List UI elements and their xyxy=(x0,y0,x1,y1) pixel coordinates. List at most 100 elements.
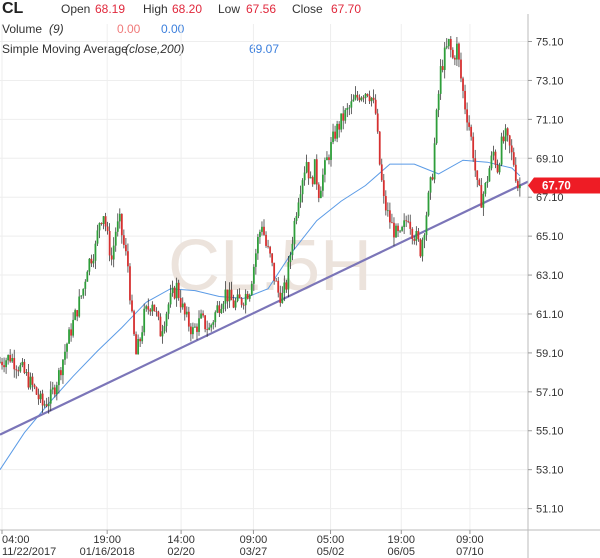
candle-body xyxy=(185,311,188,315)
y-tick-label: 75.10 xyxy=(536,37,564,49)
candle-body xyxy=(456,43,458,60)
candle-body xyxy=(275,280,278,282)
candle-body xyxy=(153,304,156,312)
candle-body xyxy=(490,155,493,169)
candle-body xyxy=(382,180,385,197)
candle-body xyxy=(368,95,371,102)
candle-body xyxy=(285,282,288,290)
candle-body xyxy=(86,271,89,282)
candle-body xyxy=(125,244,127,252)
candle-body xyxy=(236,294,239,301)
candle-body xyxy=(122,235,125,245)
candle-body xyxy=(141,332,144,342)
candle-body xyxy=(299,194,302,203)
candle-body xyxy=(222,303,225,310)
candle-body xyxy=(453,57,456,60)
x-tick-date: 06/05 xyxy=(388,546,416,558)
candle-body xyxy=(311,177,314,185)
candle-body xyxy=(348,107,351,109)
candle-body xyxy=(354,94,357,100)
candle-body xyxy=(92,260,95,264)
candle-body xyxy=(259,231,261,238)
candle-body xyxy=(210,324,213,328)
close-value: 67.70 xyxy=(331,2,362,16)
candle-body xyxy=(90,258,93,264)
candle-body xyxy=(480,185,483,208)
grid-lines xyxy=(0,24,528,530)
candle-body xyxy=(169,293,172,305)
candle-body xyxy=(358,97,361,101)
candle-body xyxy=(317,184,320,199)
candle-body xyxy=(23,361,26,373)
close-label: Close xyxy=(292,2,323,16)
open-value: 68.19 xyxy=(95,2,126,16)
y-tick-label: 59.10 xyxy=(536,348,564,360)
candle-body xyxy=(470,126,473,137)
candle-body xyxy=(102,216,105,224)
candle-body xyxy=(242,304,245,306)
candle-body xyxy=(321,174,324,191)
candle-body xyxy=(248,294,251,299)
candle-body xyxy=(502,136,505,142)
candle-body xyxy=(409,221,412,229)
y-tick-label: 51.10 xyxy=(536,504,564,516)
candle-body xyxy=(151,304,154,312)
x-tick-time: 05:00 xyxy=(317,534,345,546)
candle-body xyxy=(47,403,50,407)
candle-body xyxy=(445,46,448,48)
candle-body xyxy=(344,109,347,121)
candle-body xyxy=(364,93,367,98)
candle-body xyxy=(462,78,464,91)
candle-body xyxy=(1,361,3,366)
candle-body xyxy=(139,339,142,342)
candle-body xyxy=(488,168,491,182)
y-tick-label: 71.10 xyxy=(536,114,564,126)
candle-body xyxy=(370,97,373,102)
candle-body xyxy=(149,309,152,312)
candle-body xyxy=(431,177,434,180)
candle-body xyxy=(447,39,450,47)
candle-body xyxy=(417,231,420,240)
candle-body xyxy=(342,113,345,121)
candle-body xyxy=(419,239,422,257)
candle-body xyxy=(202,313,204,316)
candle-body xyxy=(271,253,274,263)
sma-line xyxy=(0,159,521,470)
candle-body xyxy=(291,243,294,256)
candle-body xyxy=(451,49,454,58)
candle-body xyxy=(118,213,121,222)
x-tick-date: 05/02 xyxy=(317,546,345,558)
candle-body xyxy=(39,393,42,400)
candle-body xyxy=(303,172,306,181)
x-tick-date: 02/20 xyxy=(167,546,195,558)
candle-body xyxy=(315,159,318,185)
candle-body xyxy=(104,216,107,227)
candle-body xyxy=(498,164,501,173)
x-tick-time: 14:00 xyxy=(167,534,195,546)
candle-body xyxy=(441,66,444,70)
candle-body xyxy=(401,226,403,231)
y-tick-label: 65.10 xyxy=(536,231,564,243)
candle-body xyxy=(27,372,30,388)
candle-body xyxy=(155,311,158,312)
candle-body xyxy=(279,292,282,303)
candle-body xyxy=(319,190,322,199)
candle-body xyxy=(324,160,326,175)
candle-body xyxy=(220,309,223,314)
candle-body xyxy=(474,158,477,171)
low-value: 67.56 xyxy=(246,2,277,16)
candle-body xyxy=(74,310,77,320)
candle-body xyxy=(3,365,5,368)
candle-body xyxy=(380,164,383,181)
candle-body xyxy=(13,358,16,370)
quote-header: CL Open 68.19 High 68.20 Low 67.56 Close… xyxy=(0,0,600,20)
candles-layer xyxy=(0,36,521,414)
y-tick-label: 63.10 xyxy=(536,270,564,282)
candle-body xyxy=(421,239,424,257)
candle-body xyxy=(131,300,133,312)
candle-body xyxy=(518,185,521,189)
candle-body xyxy=(25,372,28,373)
candle-body xyxy=(133,311,135,335)
candle-body xyxy=(60,370,62,376)
